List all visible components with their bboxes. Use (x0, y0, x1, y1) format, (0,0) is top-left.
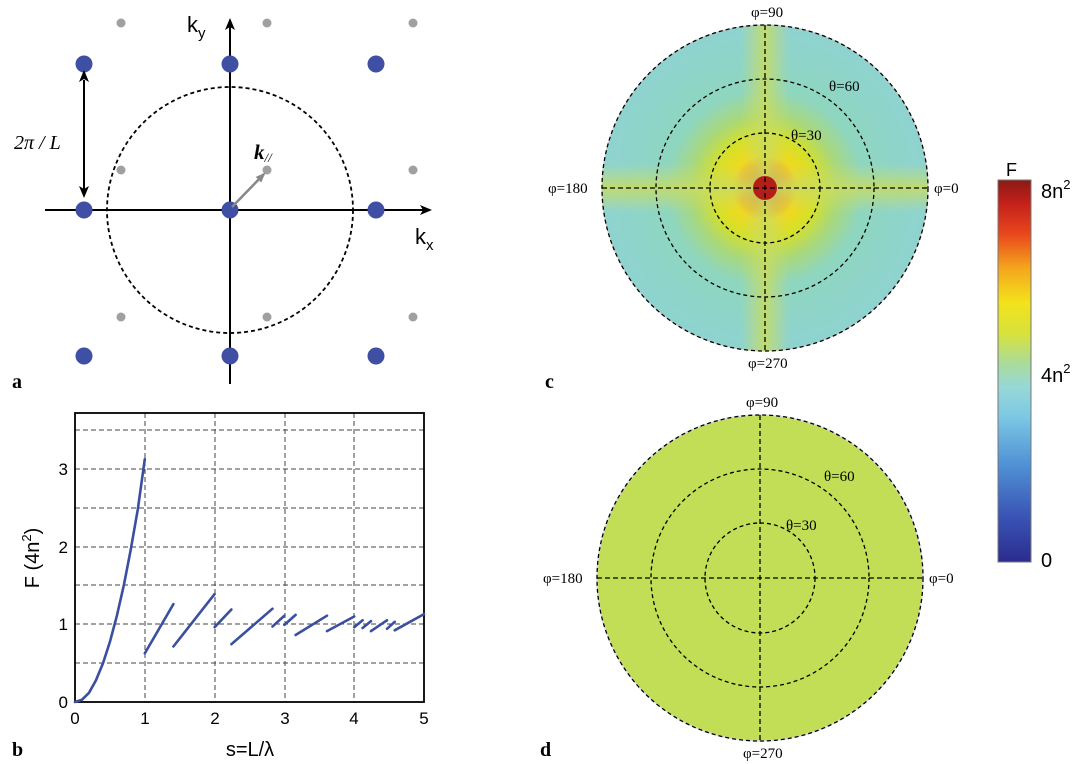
large-dot (221, 55, 239, 73)
colorbar-title: F (1006, 160, 1017, 180)
series-segment-4 (230, 607, 274, 646)
label-phi0: φ=0 (934, 181, 959, 197)
y-ticks: 0 1 2 3 (59, 460, 68, 712)
polar-labels-c: φ=90 φ=180 φ=0 φ=270 θ=60 θ=30 (548, 5, 959, 372)
kx-label: kx (415, 224, 434, 254)
series-segment-10 (361, 619, 373, 630)
label-theta60: θ=60 (829, 79, 860, 95)
label-phi180: φ=180 (548, 181, 588, 197)
x-tick-label: 3 (280, 709, 289, 728)
small-dot (116, 18, 126, 28)
y-axis-title: F (4n2) (19, 528, 44, 589)
reciprocal-lattice-large-dots (75, 55, 385, 365)
panel-a: 2π / L k// ky kx a (12, 12, 434, 393)
panel-b: 0 1 2 3 4 5 0 1 2 3 s=L/λ F (4n2) b (12, 412, 429, 761)
large-dot (367, 55, 385, 73)
large-dot (367, 201, 385, 219)
data-lines (73, 457, 426, 704)
ky-label: ky (187, 12, 206, 42)
x-tick-label: 2 (210, 709, 219, 728)
small-dot (116, 165, 126, 175)
small-dot (262, 312, 272, 322)
y-tick-label: 0 (59, 693, 68, 712)
large-dot (75, 55, 93, 73)
small-dot (408, 312, 418, 322)
x-tick-label: 4 (349, 709, 358, 728)
small-dot (408, 18, 418, 28)
label-phi270: φ=270 (743, 746, 783, 762)
reciprocal-lattice-small-dots (116, 18, 418, 322)
series-segment-6 (283, 613, 297, 627)
large-dot (75, 347, 93, 365)
label-phi90: φ=90 (746, 395, 778, 411)
x-axis-title: s=L/λ (226, 739, 274, 761)
panel-c: φ=90 φ=180 φ=0 φ=270 θ=60 θ=30 c (545, 5, 959, 393)
series-segment-12 (385, 620, 397, 631)
period-label: 2π / L (14, 132, 61, 154)
polar-labels-d: φ=90 φ=180 φ=0 φ=270 θ=60 θ=30 (543, 395, 954, 762)
label-phi270: φ=270 (748, 356, 788, 372)
label-phi180: φ=180 (543, 571, 583, 587)
k-parallel-label: k// (254, 140, 273, 165)
small-dot (262, 18, 272, 28)
panel-letter-d: d (540, 739, 551, 761)
series-segment-13 (393, 612, 426, 632)
series-segment-2 (172, 592, 216, 648)
series-segment-8 (325, 615, 356, 633)
label-theta30: θ=30 (791, 128, 822, 144)
label-theta60: θ=60 (824, 469, 855, 485)
small-dot (262, 165, 272, 175)
grid (75, 413, 424, 702)
small-dot (116, 312, 126, 322)
colorbar: F 8n2 4n2 0 (997, 160, 1070, 572)
series-segment-3 (213, 608, 233, 629)
colorbar-bottom-label: 0 (1041, 550, 1052, 572)
colorbar-mid-label: 4n2 (1041, 361, 1070, 387)
panel-letter-b: b (12, 739, 23, 761)
large-dot (75, 201, 93, 219)
x-tick-label: 5 (419, 709, 428, 728)
series-segment-9 (352, 618, 364, 629)
label-theta30: θ=30 (786, 518, 817, 534)
panel-letter-a: a (12, 371, 22, 393)
small-dot (408, 165, 418, 175)
series-segment-5 (271, 614, 286, 628)
panel-letter-c: c (545, 371, 554, 393)
x-tick-label: 1 (140, 709, 149, 728)
series-segment-7 (294, 614, 329, 637)
y-tick-label: 1 (59, 615, 68, 634)
series-segment-0 (73, 457, 147, 704)
colorbar-gradient (997, 179, 1032, 563)
series-segment-11 (369, 618, 389, 633)
label-phi0: φ=0 (929, 571, 954, 587)
panel-d: φ=90 φ=180 φ=0 φ=270 θ=60 θ=30 d (540, 395, 954, 762)
colorbar-top-label: 8n2 (1041, 177, 1070, 203)
label-phi90: φ=90 (751, 5, 783, 21)
x-tick-label: 0 (70, 709, 79, 728)
y-tick-label: 2 (59, 538, 68, 557)
series-segment-1 (143, 602, 175, 655)
plot-frame (74, 412, 425, 703)
x-ticks: 0 1 2 3 4 5 (70, 709, 428, 728)
k-parallel-arrow (231, 172, 266, 208)
large-dot (367, 347, 385, 365)
y-tick-label: 3 (59, 460, 68, 479)
large-dot (221, 347, 239, 365)
